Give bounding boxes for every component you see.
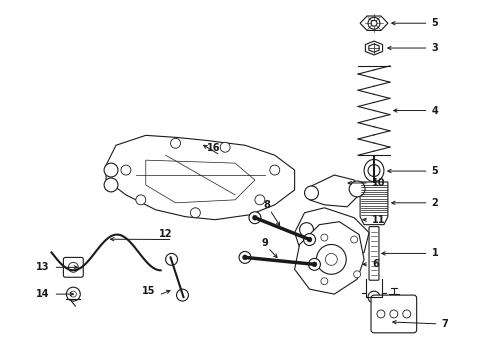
Polygon shape bbox=[310, 175, 359, 207]
Circle shape bbox=[390, 310, 398, 318]
Text: 5: 5 bbox=[432, 18, 438, 28]
Circle shape bbox=[166, 253, 177, 265]
Circle shape bbox=[104, 178, 118, 192]
Circle shape bbox=[317, 244, 346, 274]
Circle shape bbox=[354, 271, 361, 278]
Text: 5: 5 bbox=[432, 166, 438, 176]
FancyBboxPatch shape bbox=[369, 227, 379, 280]
FancyBboxPatch shape bbox=[371, 295, 416, 333]
Circle shape bbox=[249, 212, 261, 224]
Circle shape bbox=[270, 165, 280, 175]
Circle shape bbox=[220, 142, 230, 152]
Polygon shape bbox=[294, 208, 369, 262]
Text: 9: 9 bbox=[262, 238, 268, 248]
Text: 4: 4 bbox=[432, 105, 438, 116]
Circle shape bbox=[312, 262, 317, 267]
Text: 16: 16 bbox=[206, 143, 220, 153]
Text: 12: 12 bbox=[159, 229, 172, 239]
Circle shape bbox=[255, 195, 265, 205]
Circle shape bbox=[239, 251, 251, 264]
Text: 11: 11 bbox=[372, 215, 386, 225]
Polygon shape bbox=[106, 135, 294, 220]
Polygon shape bbox=[360, 182, 388, 225]
Text: 14: 14 bbox=[36, 289, 49, 299]
Circle shape bbox=[191, 208, 200, 218]
Text: 13: 13 bbox=[36, 262, 49, 272]
Circle shape bbox=[136, 195, 146, 205]
Polygon shape bbox=[366, 41, 383, 55]
Text: 1: 1 bbox=[432, 248, 438, 258]
FancyBboxPatch shape bbox=[63, 257, 83, 277]
Circle shape bbox=[377, 310, 385, 318]
Circle shape bbox=[349, 181, 365, 197]
Circle shape bbox=[252, 215, 257, 220]
Text: 15: 15 bbox=[142, 286, 156, 296]
Circle shape bbox=[324, 228, 344, 247]
Circle shape bbox=[325, 253, 337, 265]
Circle shape bbox=[368, 17, 380, 29]
Text: 10: 10 bbox=[372, 178, 386, 188]
Circle shape bbox=[309, 258, 320, 270]
Circle shape bbox=[305, 186, 318, 200]
Text: 7: 7 bbox=[441, 319, 448, 329]
Circle shape bbox=[321, 278, 328, 285]
Ellipse shape bbox=[368, 165, 380, 176]
Polygon shape bbox=[369, 44, 379, 52]
Polygon shape bbox=[294, 222, 364, 294]
Polygon shape bbox=[146, 160, 255, 203]
Circle shape bbox=[307, 237, 312, 242]
Ellipse shape bbox=[364, 159, 384, 182]
Circle shape bbox=[403, 310, 411, 318]
Circle shape bbox=[351, 236, 358, 243]
Text: 3: 3 bbox=[432, 43, 438, 53]
Circle shape bbox=[121, 165, 131, 175]
Circle shape bbox=[321, 234, 328, 241]
Text: 2: 2 bbox=[432, 198, 438, 208]
Circle shape bbox=[66, 287, 80, 301]
Circle shape bbox=[71, 291, 76, 297]
Circle shape bbox=[171, 138, 180, 148]
Text: 8: 8 bbox=[264, 200, 270, 210]
Circle shape bbox=[303, 234, 316, 246]
Circle shape bbox=[176, 289, 189, 301]
Circle shape bbox=[69, 262, 78, 272]
Circle shape bbox=[299, 223, 314, 237]
Polygon shape bbox=[360, 16, 388, 31]
Circle shape bbox=[104, 163, 118, 177]
Circle shape bbox=[371, 20, 377, 26]
Circle shape bbox=[243, 255, 247, 260]
Circle shape bbox=[368, 291, 380, 303]
Text: 6: 6 bbox=[372, 259, 379, 269]
